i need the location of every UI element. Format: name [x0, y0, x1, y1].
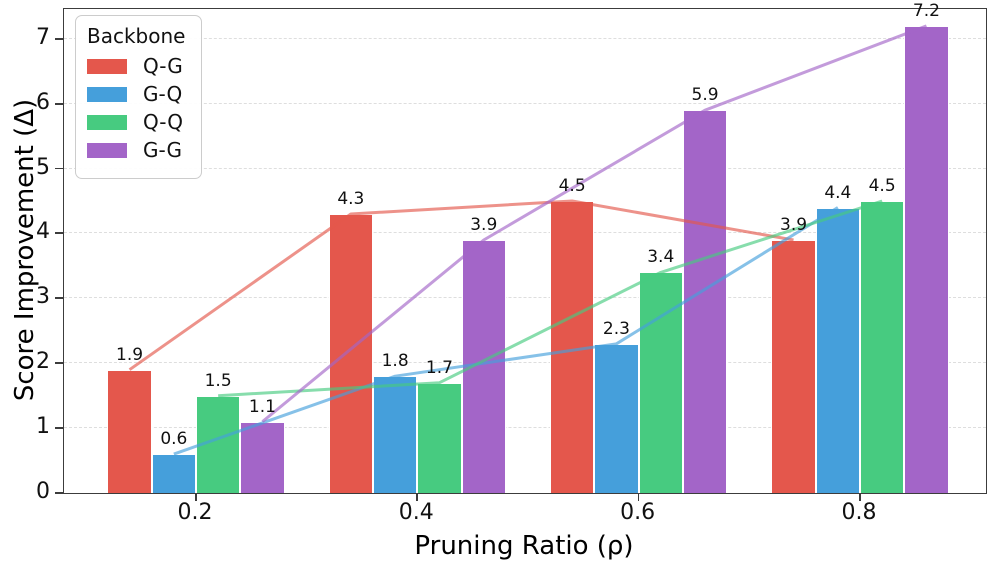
bar-value-Q-G-0.6: 4.5	[558, 176, 586, 197]
legend-item-Q-Q: Q-Q	[87, 112, 185, 132]
legend-swatch-Q-Q	[87, 114, 127, 130]
bar-Q-Q-0.6	[638, 272, 683, 493]
bar-Q-Q-0.8	[860, 201, 905, 493]
bar-Q-Q-0.4	[417, 382, 462, 493]
xtick-label-0.6: 0.6	[620, 500, 656, 525]
bar-value-Q-Q-0.2: 1.5	[204, 370, 232, 391]
xtick-label-0.2: 0.2	[177, 500, 213, 525]
ytick-mark-2	[55, 362, 63, 365]
x-axis-label: Pruning Ratio (ρ)	[414, 531, 634, 561]
ytick-label-0: 0	[36, 479, 50, 504]
xtick-mark-0.8	[859, 493, 861, 501]
ytick-mark-7	[55, 37, 63, 40]
bar-value-G-G-0.6: 5.9	[691, 85, 719, 106]
gridline-y-5	[64, 167, 986, 169]
bar-value-G-Q-0.2: 0.6	[160, 429, 188, 450]
bar-Q-G-0.8	[771, 239, 816, 493]
bar-G-Q-0.6	[594, 343, 639, 493]
ytick-mark-5	[55, 167, 63, 170]
ytick-mark-3	[55, 297, 63, 300]
bar-Q-G-0.6	[550, 201, 595, 493]
legend-label-Q-Q: Q-Q	[143, 110, 183, 134]
ytick-label-4: 4	[36, 219, 50, 245]
bar-value-G-Q-0.8: 4.4	[824, 182, 852, 203]
bar-value-G-G-0.8: 7.2	[912, 0, 940, 21]
bar-value-G-Q-0.6: 2.3	[602, 318, 630, 339]
xtick-mark-0.6	[637, 493, 640, 501]
ytick-label-2: 2	[36, 349, 50, 375]
ytick-mark-0	[55, 492, 63, 494]
bar-G-Q-0.4	[373, 376, 418, 493]
bar-G-G-0.8	[904, 25, 949, 493]
bar-value-G-Q-0.4: 1.8	[381, 351, 409, 372]
ytick-label-1: 1	[36, 414, 50, 440]
ytick-mark-6	[55, 102, 63, 105]
ytick-label-6: 6	[36, 89, 50, 115]
legend-swatch-G-G	[87, 142, 127, 158]
bar-value-Q-G-0.4: 4.3	[337, 189, 365, 210]
legend-label-G-Q: G-Q	[143, 82, 183, 106]
bar-Q-G-0.2	[107, 369, 152, 493]
xtick-mark-0.4	[416, 493, 419, 501]
gridline-y-7	[64, 37, 986, 39]
legend-title: Backbone	[87, 24, 186, 48]
plot-area: 1.9 4.3 4.5 3.9 0.6 1.8 2.3 4.4 1.5 1.7 3.4 4.5 1.1 3…	[63, 2, 987, 494]
bar-value-Q-Q-0.4: 1.7	[425, 357, 453, 378]
bar-G-G-0.6	[682, 110, 728, 493]
bar-value-Q-Q-0.6: 3.4	[647, 247, 675, 268]
legend: Backbone Q-G G-Q Q-Q G-G	[75, 15, 203, 179]
bar-value-G-G-0.2: 1.1	[248, 396, 276, 417]
bar-value-Q-Q-0.8: 4.5	[868, 176, 896, 197]
ytick-label-3: 3	[36, 284, 50, 310]
bar-value-G-G-0.4: 3.9	[470, 214, 498, 235]
legend-label-G-G: G-G	[143, 138, 182, 162]
legend-item-G-G: G-G	[87, 140, 185, 160]
legend-label-Q-G: Q-G	[143, 54, 183, 78]
bar-G-Q-0.2	[151, 454, 196, 493]
ytick-label-7: 7	[36, 24, 50, 50]
xtick-label-0.4: 0.4	[398, 500, 434, 525]
bar-G-G-0.2	[240, 421, 285, 493]
legend-swatch-G-Q	[87, 86, 127, 102]
legend-item-G-Q: G-Q	[87, 84, 185, 104]
bar-value-Q-G-0.2: 1.9	[116, 344, 144, 365]
xtick-mark-0.2	[195, 493, 197, 501]
ytick-label-5: 5	[36, 154, 50, 180]
xtick-label-0.8: 0.8	[841, 500, 877, 525]
legend-item-Q-G: Q-G	[87, 56, 185, 76]
ytick-mark-1	[55, 427, 63, 429]
bar-value-Q-G-0.8: 3.9	[780, 214, 808, 235]
gridline-y-6	[64, 102, 986, 104]
ytick-mark-4	[55, 232, 63, 235]
bar-G-Q-0.8	[815, 207, 860, 493]
legend-swatch-Q-G	[87, 58, 127, 74]
legend-items: Q-G G-Q Q-Q G-G	[87, 56, 185, 160]
